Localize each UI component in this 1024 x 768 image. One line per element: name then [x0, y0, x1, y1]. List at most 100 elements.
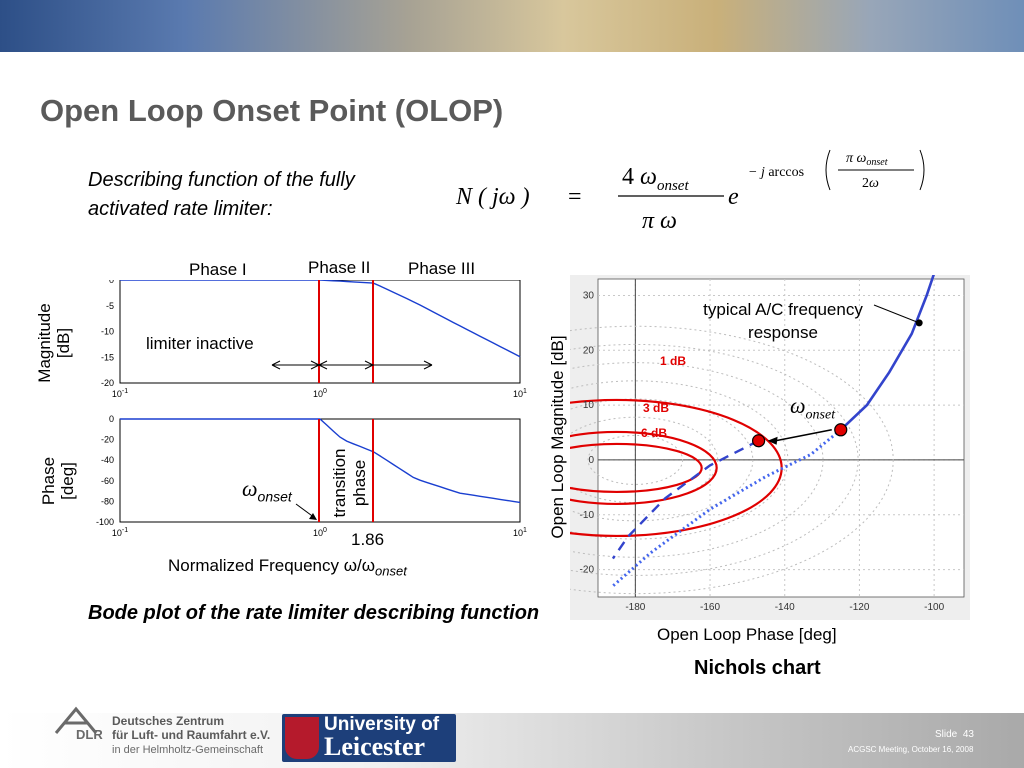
phase-tick-label: -20: [101, 435, 114, 445]
dlr-line1: Deutsches Zentrum: [112, 714, 225, 728]
arrow-head-left: [271, 360, 281, 370]
eq-paren-right: [919, 149, 925, 191]
eq-num: 4 ωonset: [622, 164, 689, 194]
phase-x-tick-label-exp: -1: [122, 527, 128, 534]
bode-xlabel-sub: onset: [375, 563, 407, 579]
nichols-x-tick-label: -140: [775, 602, 795, 613]
contour-label-3db: 3 dB: [643, 401, 670, 415]
phase-ylabel-text: Phase [deg]: [39, 456, 77, 506]
nichols-curves: [611, 275, 935, 588]
phase-x-tick-label: 10-1: [112, 527, 128, 538]
university-crest-icon: [285, 717, 319, 759]
value-186: 1.86: [351, 530, 385, 549]
contour-3db: [570, 430, 718, 506]
footer-bar: [0, 713, 1024, 768]
nichols-omega-sub: onset: [805, 407, 836, 423]
nichols-omega-symbol: ω: [790, 393, 806, 418]
nichols-mcircle: [570, 325, 894, 595]
omega-pointer-head: [309, 513, 317, 520]
eq-e: e: [728, 184, 739, 210]
limiter-inactive-text: limiter inactive: [146, 334, 254, 353]
nichols-y-tick-label: 20: [583, 345, 595, 356]
bode-xlabel: Normalized Frequency ω/ωonset: [168, 556, 407, 578]
nichols-mcircle: [570, 343, 859, 576]
eq-exp-num: π ωonset: [846, 151, 888, 168]
slide-number-area: Slide 43: [935, 729, 974, 740]
eq-exp-den: 2ω: [862, 176, 879, 191]
meeting-text: ACGSC Meeting, October 16, 2008: [848, 745, 974, 754]
mag-tick-label: -10: [101, 327, 114, 337]
nichols-xlabel: Open Loop Phase [deg]: [657, 625, 837, 644]
nichols-y-tick-label: -10: [580, 510, 595, 521]
phase-tick-label: -60: [101, 476, 114, 486]
bode-omega-symbol: ω: [242, 476, 258, 501]
bode-ticks: 0-5-10-15-200-20-40-60-80-10010-110-1100…: [96, 280, 527, 538]
annotation-pointer-dot: [915, 319, 923, 327]
eq-lhs: N ( jω ): [455, 184, 530, 210]
mag-tick-label: 0: [109, 280, 114, 285]
nichols-grid: [570, 279, 964, 597]
phase-iii-label: Phase III: [408, 259, 476, 278]
bode-omega-label: ωonset: [242, 476, 292, 504]
nichols-mcircle: [587, 434, 684, 485]
slide-title: Open Loop Onset Point (OLOP): [40, 93, 504, 128]
ac-frequency-response: [839, 275, 935, 431]
onset-point: [834, 423, 848, 437]
nichols-x-tick-label: -100: [924, 602, 944, 613]
phase-ii-label: Phase II: [308, 258, 371, 277]
eq-den: π ω: [642, 208, 677, 234]
eq-exponent: − j arccos: [748, 165, 804, 180]
nichols-omega-label: ωonset: [790, 393, 835, 423]
phase-tick-label: -100: [96, 517, 114, 527]
describing-function-equation: N ( jω ) = 4 ωonset π ω e − j arccos π ω…: [455, 149, 925, 234]
mag-tick-label: -20: [101, 378, 114, 388]
dlr-logo-icon: [54, 706, 98, 734]
magnitude-ylabel-text: Magnitude [dB]: [35, 303, 73, 383]
uol-line1: University of: [324, 714, 440, 735]
mag-x-tick-label: 100: [313, 388, 327, 399]
phase-tick-label: 0: [109, 414, 114, 424]
intro-text: Describing function of the fully activat…: [88, 169, 355, 220]
mag-tick-label: -15: [101, 352, 114, 362]
dlr-line3: in der Helmholtz-Gemeinschaft: [112, 744, 264, 756]
arrow-head-onset: [310, 360, 328, 370]
phase-x-tick-label: 100: [313, 527, 327, 538]
shift-arrow-head: [767, 436, 778, 445]
nichols-y-tick-label: 0: [588, 455, 594, 466]
bode-plot: 0-5-10-15-200-20-40-60-80-10010-110-1100…: [96, 280, 527, 538]
nichols-y-tick-label: 10: [583, 400, 595, 411]
nichols-x-tick-label: -180: [625, 602, 645, 613]
header-banner: [0, 0, 1024, 52]
nichols-y-tick-label: -20: [580, 565, 595, 576]
phase-arrows: [271, 360, 433, 370]
nichols-plot-area: [597, 278, 965, 598]
bode-caption: Bode plot of the rate limiter describing…: [88, 602, 540, 624]
nichols-mcircle: [570, 380, 789, 540]
nichols-x-tick-label: -120: [849, 602, 869, 613]
arrow-head-right: [423, 360, 433, 370]
magnitude-curve: [120, 280, 521, 358]
arrow-head-186: [364, 360, 374, 370]
mag-x-tick-label: 10-1: [112, 388, 128, 399]
mag-x-tick-label-exp: 0: [323, 388, 327, 395]
contour-label-1db: 1 dB: [660, 354, 687, 368]
mag-x-tick-label-exp: -1: [122, 388, 128, 395]
transition-phase-text: transition phase: [330, 438, 370, 528]
dlr-abbr: DLR: [76, 727, 103, 742]
phase-i-label: Phase I: [189, 260, 247, 279]
nichols-ticks: 30 20 10 0 -10 -20 -180 -160 -140 -120 -100: [580, 290, 945, 613]
nichols-caption: Nichols chart: [694, 657, 821, 679]
eq-paren-left: [825, 149, 831, 191]
nichols-x-tick-label: -160: [700, 602, 720, 613]
limited-response-dotted: [611, 428, 842, 588]
bode-xlabel-text: Normalized Frequency ω/ω: [168, 556, 376, 575]
transition-phase-label: transition phase: [330, 448, 369, 518]
magnitude-ylabel: Magnitude [dB]: [35, 293, 73, 393]
nichols-ylabel-text: Open Loop Magnitude [dB]: [548, 335, 567, 539]
dlr-line2: für Luft- und Raumfahrt e.V.: [112, 728, 271, 742]
contour-6db: [570, 442, 703, 494]
limited-response-dashed: [611, 439, 760, 560]
phase-x-tick-label-exp: 1: [523, 527, 527, 534]
slide-number: 43: [962, 729, 974, 740]
phase-tick-label: -80: [101, 496, 114, 506]
